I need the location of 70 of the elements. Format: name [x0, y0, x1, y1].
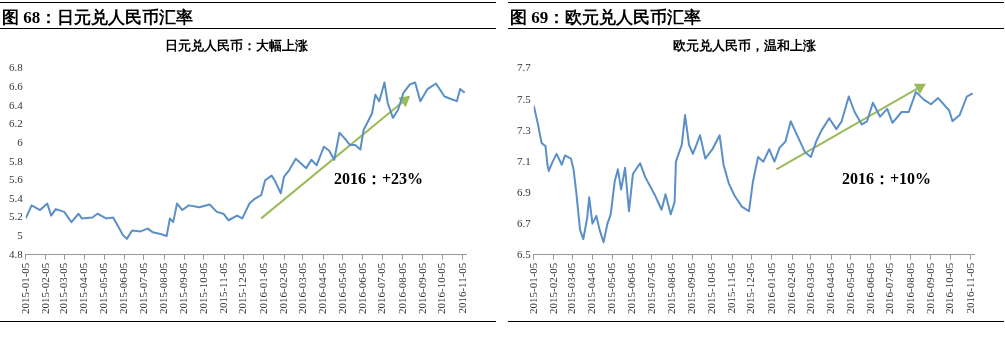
- x-tick-label: 2015-04-05: [585, 262, 598, 314]
- x-tick-label: 2016-09-05: [923, 262, 936, 314]
- x-tick-label: 2015-09-05: [177, 262, 190, 314]
- y-tick-label: 7.1: [517, 154, 531, 167]
- chart-subtitle: 欧元兑人民币，温和上涨: [672, 38, 817, 54]
- x-tick-label: 2015-05-05: [96, 262, 109, 314]
- y-tick-label: 7.7: [517, 61, 532, 74]
- chart-title: 图 68：日元兑人民币汇率: [0, 3, 496, 29]
- x-tick-label: 2015-04-05: [77, 262, 90, 314]
- x-tick-label: 2016-06-05: [863, 262, 876, 314]
- y-tick-label: 6: [17, 135, 24, 148]
- y-tick-label: 6.9: [517, 185, 532, 198]
- x-tick-label: 2015-08-05: [664, 262, 677, 314]
- x-tick-label: 2015-09-05: [685, 262, 698, 314]
- y-tick-label: 7.3: [517, 123, 532, 136]
- x-tick-label: 2015-02-05: [38, 262, 51, 314]
- x-tick-label: 2015-08-05: [156, 262, 169, 314]
- y-tick-label: 7.5: [517, 92, 532, 105]
- x-tick-label: 2015-02-05: [546, 262, 559, 314]
- y-tick-label: 5: [17, 228, 24, 241]
- x-tick-label: 2015-06-05: [117, 262, 130, 314]
- x-tick-label: 2016-04-05: [316, 262, 329, 314]
- x-tick-label: 2015-07-05: [644, 262, 657, 314]
- x-tick-label: 2016-10-05: [943, 262, 956, 314]
- y-tick-label: 6.2: [9, 117, 23, 130]
- x-tick-label: 2016-05-05: [335, 262, 348, 314]
- x-tick-label: 2015-07-05: [136, 262, 149, 314]
- x-tick-label: 2015-12-05: [236, 262, 249, 314]
- y-tick-label: 6.6: [9, 80, 24, 93]
- chart-title: 图 69：欧元兑人民币汇率: [508, 3, 1004, 29]
- x-tick-label: 2016-08-05: [395, 262, 408, 314]
- x-tick-label: 2016-11-05: [455, 262, 468, 314]
- x-tick-label: 2016-01-05: [256, 262, 269, 314]
- x-tick-label: 2016-06-05: [355, 262, 368, 314]
- x-tick-label: 2016-11-05: [963, 262, 976, 314]
- x-tick-label: 2015-10-05: [704, 262, 717, 314]
- x-tick-label: 2015-06-05: [625, 262, 638, 314]
- x-tick-label: 2015-03-05: [57, 262, 70, 314]
- annotation: 2016：+23%: [333, 170, 424, 188]
- y-tick-label: 6.5: [517, 247, 532, 260]
- x-tick-label: 2016-09-05: [415, 262, 428, 314]
- x-tick-label: 2016-04-05: [824, 262, 837, 314]
- x-tick-label: 2016-02-05: [276, 262, 289, 314]
- y-tick-label: 6.4: [9, 98, 24, 111]
- x-tick-label: 2015-12-05: [744, 262, 757, 314]
- y-tick-label: 5.4: [9, 191, 24, 204]
- x-tick-label: 2016-03-05: [295, 262, 308, 314]
- x-tick-label: 2016-07-05: [375, 262, 388, 314]
- y-tick-label: 4.8: [9, 247, 24, 260]
- y-tick-label: 5.8: [9, 154, 24, 167]
- x-tick-label: 2015-11-05: [724, 262, 737, 314]
- x-tick-label: 2016-02-05: [784, 262, 797, 314]
- x-tick-label: 2016-03-05: [803, 262, 816, 314]
- x-tick-label: 2015-11-05: [216, 262, 229, 314]
- x-tick-label: 2015-01-05: [18, 262, 31, 314]
- x-tick-label: 2015-05-05: [604, 262, 617, 314]
- x-tick-label: 2016-07-05: [883, 262, 896, 314]
- y-tick-label: 5.2: [9, 210, 23, 223]
- x-tick-label: 2016-08-05: [903, 262, 916, 314]
- chart-subtitle: 日元兑人民币：大幅上涨: [164, 38, 309, 54]
- x-tick-label: 2016-10-05: [435, 262, 448, 314]
- x-tick-label: 2015-03-05: [565, 262, 578, 314]
- annotation: 2016：+10%: [841, 170, 932, 188]
- x-tick-label: 2015-10-05: [196, 262, 209, 314]
- y-tick-label: 6.7: [517, 216, 532, 229]
- y-tick-label: 6.8: [9, 61, 24, 74]
- y-tick-label: 5.6: [9, 173, 24, 186]
- x-tick-label: 2016-05-05: [843, 262, 856, 314]
- x-tick-label: 2015-01-05: [526, 262, 539, 314]
- x-tick-label: 2016-01-05: [764, 262, 777, 314]
